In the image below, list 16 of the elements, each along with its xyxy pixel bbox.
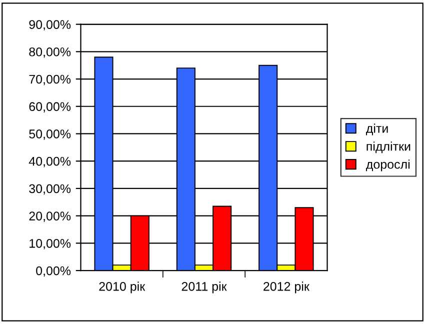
y-tick-label: 10,00% [30,238,71,250]
y-tick-label: 20,00% [29,212,71,222]
y-tick-label: 80,00% [29,47,71,58]
x-tick-label: 2011 рік [182,282,227,294]
y-tick-label: 60,00% [29,102,71,113]
x-tick-label: 2012 рік [264,282,310,294]
y-tick-label: 50,00% [29,130,71,140]
y-tick-label: 90,00% [29,20,71,30]
legend-label: підлітки [366,142,410,154]
legend-label: дорослі [366,160,410,172]
x-tick-label: 2010 рік [99,282,146,294]
y-tick-label: 0,00% [36,266,71,277]
y-tick-label: 30,00% [29,184,71,195]
legend-label: діти [366,124,388,136]
y-tick-label: 40,00% [28,156,71,168]
y-tick-label: 70,00% [29,74,71,86]
